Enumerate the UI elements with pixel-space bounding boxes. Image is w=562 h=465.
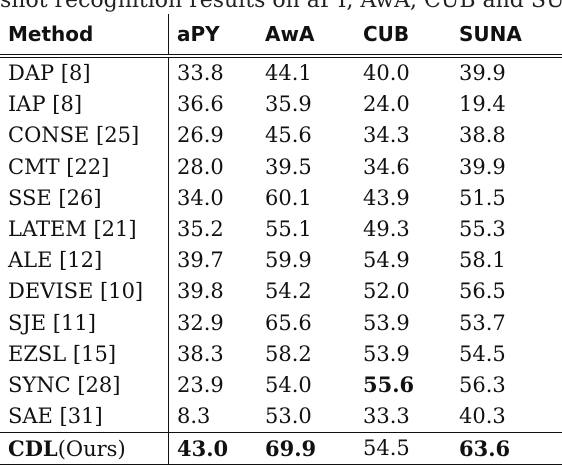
best-value: 55.6 bbox=[363, 372, 415, 398]
apy-cell: 38.3 bbox=[177, 341, 224, 366]
cub-cell: 33.3 bbox=[363, 404, 410, 429]
cub-cell: 54.9 bbox=[363, 248, 410, 273]
header-suna: SUNA bbox=[459, 22, 522, 46]
method-cell: SYNC [28] bbox=[0, 369, 169, 402]
awa-cell: 53.0 bbox=[265, 404, 312, 429]
suna-cell: 38.8 bbox=[459, 123, 506, 148]
suna-cell: 55.3 bbox=[459, 217, 506, 242]
method-cell: DEVISE [10] bbox=[0, 276, 169, 308]
best-value: 63.6 bbox=[459, 435, 511, 461]
cub-cell: 34.3 bbox=[363, 123, 410, 148]
method-cell: SSE [26] bbox=[0, 182, 169, 214]
cub-cell: 49.3 bbox=[363, 217, 410, 242]
awa-cell: 58.2 bbox=[265, 341, 312, 366]
awa-cell: 45.6 bbox=[265, 123, 312, 148]
suna-cell: 56.3 bbox=[459, 372, 506, 397]
suna-cell: 51.5 bbox=[459, 185, 506, 210]
method-cell: IAP [8] bbox=[0, 89, 169, 121]
method-name-suffix: (Ours) bbox=[57, 436, 126, 461]
suna-cell: 40.3 bbox=[459, 404, 506, 429]
apy-cell: 28.0 bbox=[177, 154, 224, 179]
apy-cell: 39.7 bbox=[177, 248, 224, 273]
method-cell: DAP [8] bbox=[0, 56, 169, 90]
method-cell: ALE [12] bbox=[0, 245, 169, 277]
table-row: IAP [8] 36.6 35.9 24.0 19.4 bbox=[0, 89, 562, 121]
cub-cell: 53.9 bbox=[363, 310, 410, 335]
method-cell: SAE [31] bbox=[0, 401, 169, 433]
cub-cell: 53.9 bbox=[363, 341, 410, 366]
best-value: 43.0 bbox=[177, 435, 229, 461]
table-row: EZSL [15] 38.3 58.2 53.9 54.5 bbox=[0, 338, 562, 370]
table-row: ALE [12] 39.7 59.9 54.9 58.1 bbox=[0, 245, 562, 277]
cub-cell: 34.6 bbox=[363, 154, 410, 179]
header-apy: aPY bbox=[177, 22, 220, 46]
apy-cell: 26.9 bbox=[177, 123, 224, 148]
awa-cell-ours: 69.9 bbox=[257, 433, 355, 465]
table-row: CONSE [25] 26.9 45.6 34.3 38.8 bbox=[0, 120, 562, 152]
cub-cell: 52.0 bbox=[363, 279, 410, 304]
awa-cell: 54.0 bbox=[265, 372, 312, 397]
table-row: CMT [22] 28.0 39.5 34.6 39.9 bbox=[0, 151, 562, 183]
apy-cell-ours: 43.0 bbox=[169, 433, 258, 465]
suna-cell: 39.9 bbox=[459, 61, 506, 86]
suna-cell: 56.5 bbox=[459, 279, 506, 304]
method-cell: SJE [11] bbox=[0, 307, 169, 339]
header-awa: AwA bbox=[265, 22, 315, 46]
table-row: SAE [31] 8.3 53.0 33.3 40.3 bbox=[0, 401, 562, 433]
awa-cell: 35.9 bbox=[265, 92, 312, 117]
best-value: 69.9 bbox=[265, 435, 317, 461]
awa-cell: 39.5 bbox=[265, 154, 312, 179]
awa-cell: 55.1 bbox=[265, 217, 312, 242]
awa-cell: 59.9 bbox=[265, 248, 312, 273]
table-row: SJE [11] 32.9 65.6 53.9 53.7 bbox=[0, 307, 562, 339]
method-cell: LATEM [21] bbox=[0, 213, 169, 246]
table-row: LATEM [21] 35.2 55.1 49.3 55.3 bbox=[0, 213, 562, 246]
cub-cell: 43.9 bbox=[363, 185, 410, 210]
cub-cell-best: 55.6 bbox=[355, 370, 451, 401]
apy-cell: 35.2 bbox=[177, 217, 224, 242]
apy-cell: 36.6 bbox=[177, 92, 224, 117]
cub-cell-ours: 54.5 bbox=[363, 436, 410, 461]
awa-cell: 54.2 bbox=[265, 279, 312, 304]
awa-cell: 60.1 bbox=[265, 185, 312, 210]
method-name-bold: CDL bbox=[8, 435, 58, 461]
suna-cell: 53.7 bbox=[459, 310, 506, 335]
header-method: Method bbox=[0, 14, 169, 56]
suna-cell: 19.4 bbox=[459, 92, 506, 117]
cub-cell: 40.0 bbox=[363, 61, 410, 86]
table-row: SSE [26] 34.0 60.1 43.9 51.5 bbox=[0, 182, 562, 214]
table-row-ours: CDL(Ours) 43.0 69.9 54.5 63.6 bbox=[0, 432, 562, 465]
awa-cell: 44.1 bbox=[265, 61, 312, 86]
suna-cell: 54.5 bbox=[459, 341, 506, 366]
apy-cell: 34.0 bbox=[177, 185, 224, 210]
suna-cell: 58.1 bbox=[459, 248, 506, 273]
results-table: Method aPY AwA CUB SUNA DAP [8] 33.8 44.1 4… bbox=[0, 14, 562, 465]
cub-cell: 24.0 bbox=[363, 92, 410, 117]
table-row: DAP [8] 33.8 44.1 40.0 39.9 bbox=[0, 56, 562, 90]
method-cell: CONSE [25] bbox=[0, 120, 169, 152]
table-caption: shot recognition results on aPY, AwA, CU… bbox=[0, 0, 562, 13]
table-row: SYNC [28] 23.9 54.0 55.6 56.3 bbox=[0, 369, 562, 402]
method-cell: CMT [22] bbox=[0, 151, 169, 183]
apy-cell: 39.8 bbox=[177, 279, 224, 304]
apy-cell: 23.9 bbox=[177, 372, 224, 397]
method-cell: EZSL [15] bbox=[0, 338, 169, 370]
table-header-row: Method aPY AwA CUB SUNA bbox=[0, 14, 562, 56]
awa-cell: 65.6 bbox=[265, 310, 312, 335]
table-row: DEVISE [10] 39.8 54.2 52.0 56.5 bbox=[0, 276, 562, 308]
suna-cell: 39.9 bbox=[459, 154, 506, 179]
apy-cell: 33.8 bbox=[177, 61, 224, 86]
method-cell-ours: CDL(Ours) bbox=[0, 432, 169, 465]
apy-cell: 32.9 bbox=[177, 310, 224, 335]
header-cub: CUB bbox=[363, 22, 410, 46]
suna-cell-ours: 63.6 bbox=[451, 433, 562, 465]
apy-cell: 8.3 bbox=[177, 404, 211, 429]
